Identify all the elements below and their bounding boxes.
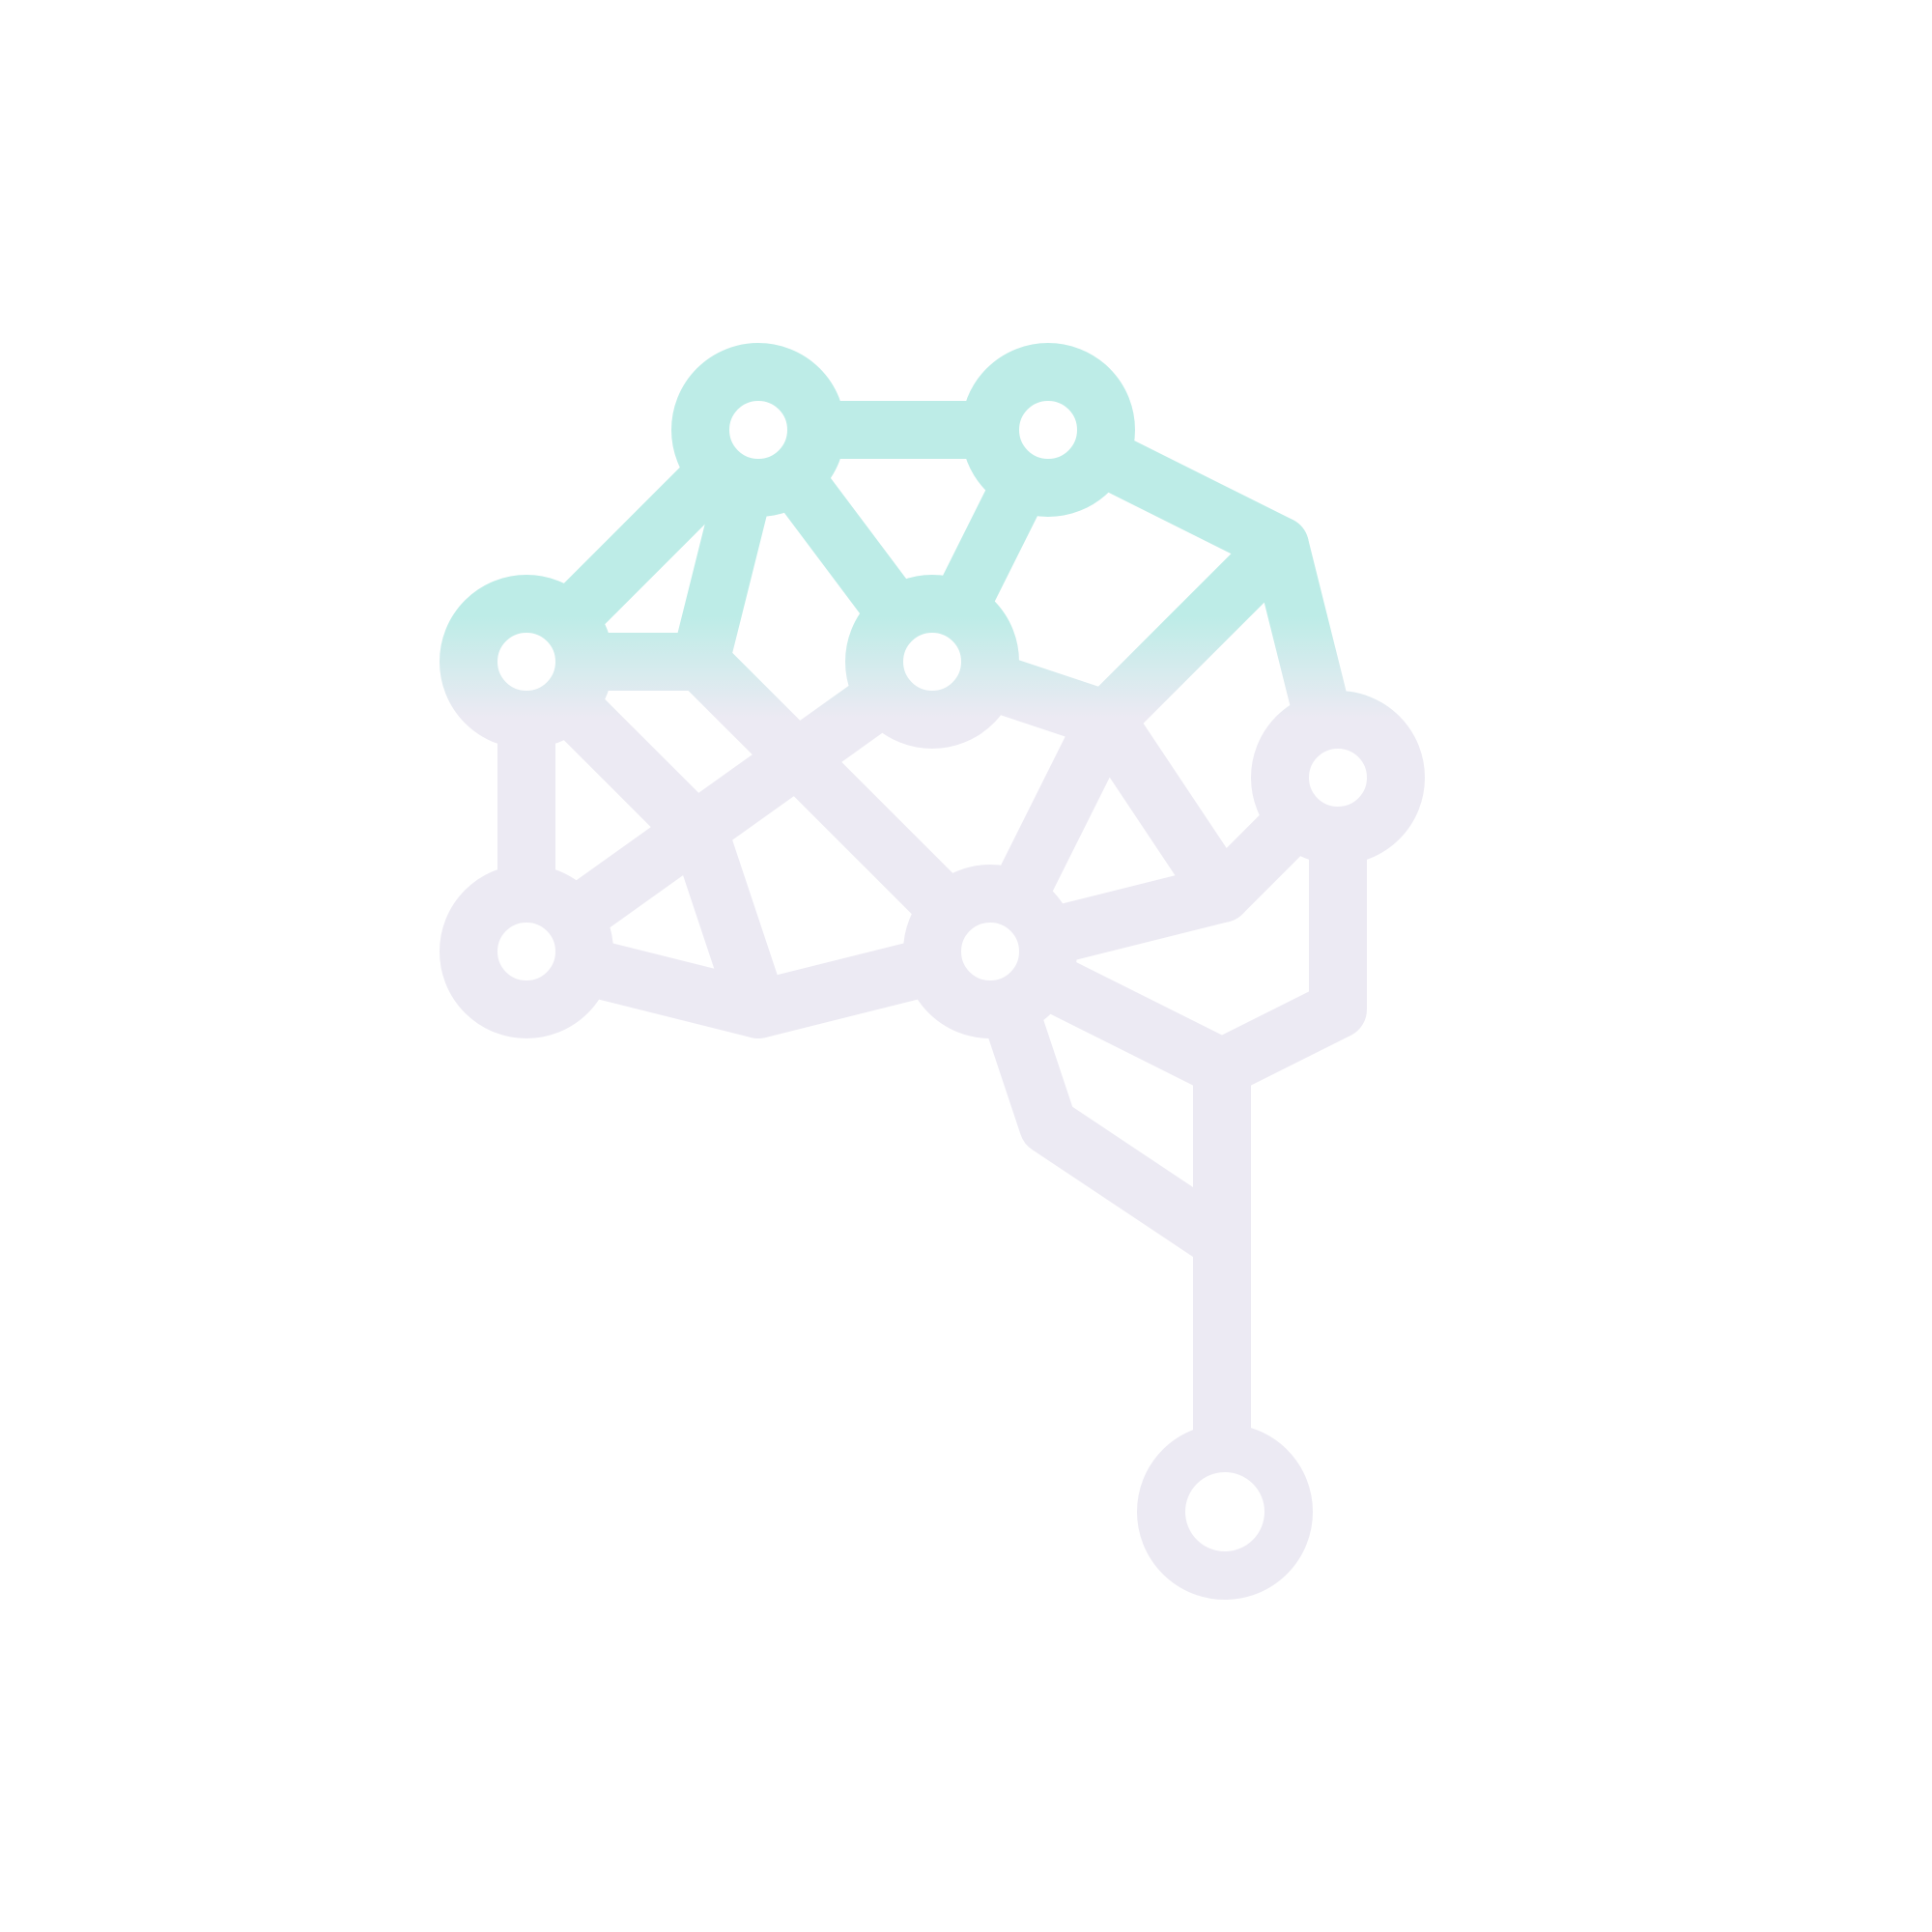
- node-lower-center: [903, 865, 1077, 1038]
- node-left: [440, 575, 613, 749]
- network-nodes: [440, 343, 1425, 1600]
- node-lower-left: [440, 865, 613, 1038]
- node-top-right: [961, 343, 1135, 517]
- node-top-left: [671, 343, 845, 517]
- node-center: [845, 575, 1019, 749]
- edge-right-diagonal: [497, 517, 1309, 980]
- node-stem: [1137, 1424, 1313, 1600]
- node-right: [1251, 691, 1425, 865]
- edge-right-fan: [961, 691, 1251, 980]
- edge-left-side: [497, 633, 1019, 1038]
